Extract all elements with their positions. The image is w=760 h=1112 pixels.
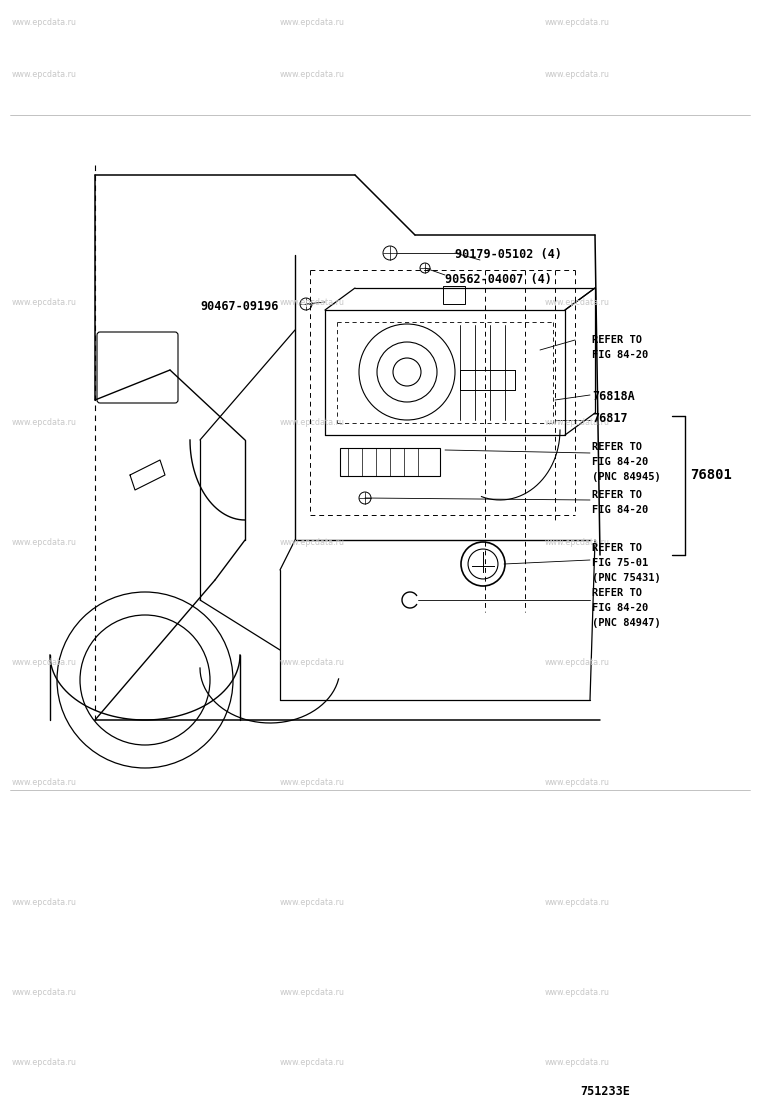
Text: www.epcdata.ru: www.epcdata.ru: [545, 658, 610, 667]
Text: www.epcdata.ru: www.epcdata.ru: [12, 18, 77, 27]
Text: www.epcdata.ru: www.epcdata.ru: [545, 778, 610, 787]
Text: (PNC 84945): (PNC 84945): [592, 471, 660, 481]
Text: www.epcdata.ru: www.epcdata.ru: [12, 418, 77, 427]
Text: REFER TO: REFER TO: [592, 441, 642, 451]
Text: www.epcdata.ru: www.epcdata.ru: [545, 1058, 610, 1068]
Text: www.epcdata.ru: www.epcdata.ru: [545, 18, 610, 27]
Text: 90179-05102 (4): 90179-05102 (4): [455, 248, 562, 261]
Bar: [443, 286, 465, 304]
Text: REFER TO: REFER TO: [592, 335, 642, 345]
Text: REFER TO: REFER TO: [592, 588, 642, 598]
Text: 76818A: 76818A: [592, 390, 635, 403]
Text: www.epcdata.ru: www.epcdata.ru: [12, 70, 77, 79]
Bar: [340, 448, 440, 476]
Text: 90562-04007 (4): 90562-04007 (4): [445, 274, 552, 286]
Text: www.epcdata.ru: www.epcdata.ru: [545, 418, 610, 427]
Text: (PNC 75431): (PNC 75431): [592, 573, 660, 583]
Text: www.epcdata.ru: www.epcdata.ru: [545, 987, 610, 997]
Text: REFER TO: REFER TO: [592, 543, 642, 553]
Text: www.epcdata.ru: www.epcdata.ru: [280, 298, 345, 307]
Text: www.epcdata.ru: www.epcdata.ru: [280, 70, 345, 79]
Text: www.epcdata.ru: www.epcdata.ru: [12, 298, 77, 307]
Text: www.epcdata.ru: www.epcdata.ru: [12, 898, 77, 907]
Text: www.epcdata.ru: www.epcdata.ru: [12, 1058, 77, 1068]
Text: www.epcdata.ru: www.epcdata.ru: [12, 658, 77, 667]
Text: www.epcdata.ru: www.epcdata.ru: [280, 18, 345, 27]
Text: FIG 84-20: FIG 84-20: [592, 457, 648, 467]
Text: FIG 84-20: FIG 84-20: [592, 350, 648, 360]
Text: FIG 84-20: FIG 84-20: [592, 505, 648, 515]
Text: www.epcdata.ru: www.epcdata.ru: [545, 898, 610, 907]
Text: 751233E: 751233E: [580, 1085, 630, 1098]
Text: www.epcdata.ru: www.epcdata.ru: [280, 418, 345, 427]
Text: 76801: 76801: [690, 468, 732, 481]
Text: REFER TO: REFER TO: [592, 490, 642, 500]
Text: www.epcdata.ru: www.epcdata.ru: [280, 538, 345, 547]
Text: www.epcdata.ru: www.epcdata.ru: [545, 70, 610, 79]
Text: 76817: 76817: [592, 413, 628, 425]
Text: www.epcdata.ru: www.epcdata.ru: [280, 987, 345, 997]
Text: FIG 84-20: FIG 84-20: [592, 603, 648, 613]
Text: FIG 75-01: FIG 75-01: [592, 558, 648, 568]
FancyBboxPatch shape: [97, 332, 178, 403]
Text: www.epcdata.ru: www.epcdata.ru: [12, 987, 77, 997]
Text: www.epcdata.ru: www.epcdata.ru: [280, 658, 345, 667]
Text: www.epcdata.ru: www.epcdata.ru: [12, 538, 77, 547]
Text: 90467-09196: 90467-09196: [200, 300, 278, 312]
Text: (PNC 84947): (PNC 84947): [592, 618, 660, 628]
Text: www.epcdata.ru: www.epcdata.ru: [280, 778, 345, 787]
Text: www.epcdata.ru: www.epcdata.ru: [545, 298, 610, 307]
Text: www.epcdata.ru: www.epcdata.ru: [280, 898, 345, 907]
Text: www.epcdata.ru: www.epcdata.ru: [12, 778, 77, 787]
Text: www.epcdata.ru: www.epcdata.ru: [280, 1058, 345, 1068]
Text: www.epcdata.ru: www.epcdata.ru: [545, 538, 610, 547]
